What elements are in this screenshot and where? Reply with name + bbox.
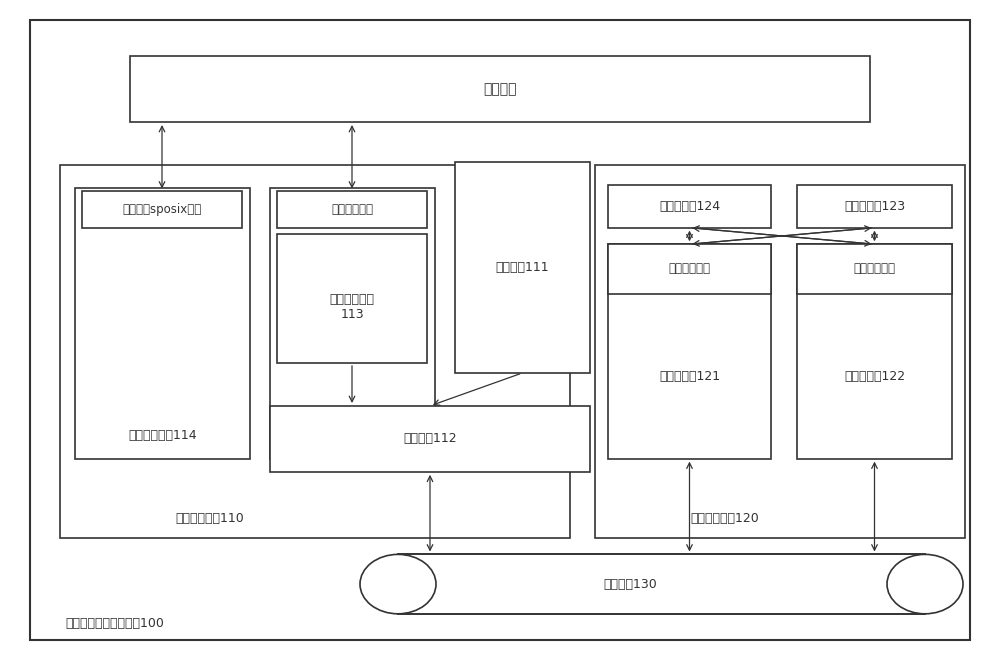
Bar	[455, 162, 590, 373]
Text: 信号显示器123: 信号显示器123	[844, 200, 905, 213]
Text: 操作系统模块114: 操作系统模块114	[128, 429, 197, 442]
Text: 信号产生接口: 信号产生接口	[668, 263, 710, 275]
Bar	[82, 191, 242, 228]
Bar	[608, 244, 771, 294]
Bar	[75, 188, 250, 459]
Text: 信号管理模块
113: 信号管理模块 113	[330, 293, 374, 321]
Bar	[797, 185, 952, 228]
Text: 操作系统sposix接口: 操作系统sposix接口	[122, 203, 202, 216]
Bar	[270, 406, 590, 472]
Bar	[130, 56, 870, 122]
Text: 信号仿真平台120: 信号仿真平台120	[690, 512, 759, 525]
Text: 信号发生器121: 信号发生器121	[659, 370, 720, 383]
Bar	[608, 185, 771, 228]
Ellipse shape	[360, 554, 436, 614]
Text: 车载软件开发仿真系统100: 车载软件开发仿真系统100	[65, 617, 164, 630]
Text: 车载信号接口: 车载信号接口	[331, 203, 373, 216]
Text: 信号捕获器122: 信号捕获器122	[844, 370, 905, 383]
Text: 信号捕获接口: 信号捕获接口	[854, 263, 896, 275]
Text: 驱动模块112: 驱动模块112	[403, 432, 457, 446]
Text: 车载软件: 车载软件	[483, 82, 517, 96]
Bar	[277, 191, 427, 228]
Bar	[270, 188, 435, 459]
Bar	[608, 244, 771, 459]
Text: 软件仿真平台110: 软件仿真平台110	[175, 512, 244, 525]
Text: 虚拟总线130: 虚拟总线130	[603, 578, 657, 591]
Bar	[60, 165, 570, 538]
Text: 配置模块111: 配置模块111	[496, 261, 549, 274]
Bar	[277, 234, 427, 363]
Text: 信号测试器124: 信号测试器124	[659, 200, 720, 213]
Bar	[595, 165, 965, 538]
Bar	[398, 554, 925, 614]
Bar	[797, 244, 952, 459]
Bar	[797, 244, 952, 294]
Ellipse shape	[887, 554, 963, 614]
